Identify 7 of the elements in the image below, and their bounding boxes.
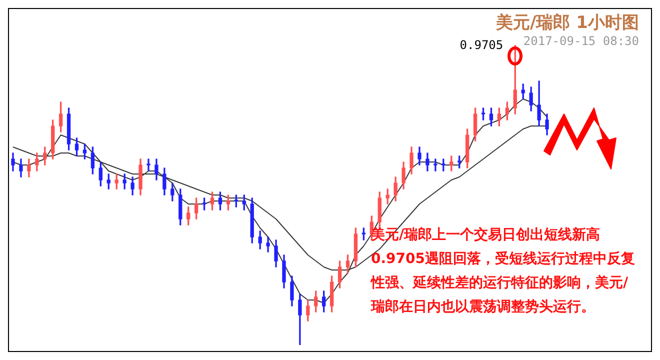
candlestick bbox=[434, 158, 438, 172]
candlestick bbox=[266, 236, 270, 252]
annotation: 0.9705 bbox=[460, 38, 504, 52]
text: 2017-09-15 08:30 bbox=[523, 34, 639, 48]
chart-title: 美元/瑞郎 1小时图 bbox=[496, 12, 639, 34]
candlestick bbox=[122, 174, 126, 190]
candlestick bbox=[146, 158, 150, 172]
